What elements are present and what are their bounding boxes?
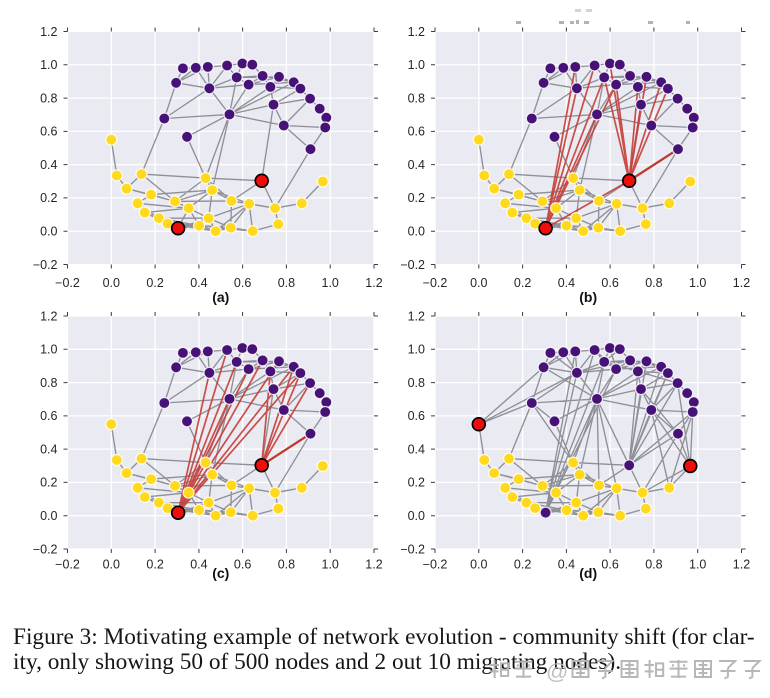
svg-text:0.0: 0.0 xyxy=(408,225,425,239)
svg-text:0.0: 0.0 xyxy=(40,509,57,523)
svg-text:0.6: 0.6 xyxy=(601,558,618,572)
svg-text:0.4: 0.4 xyxy=(40,442,57,456)
svg-text:0.8: 0.8 xyxy=(40,91,57,105)
svg-text:1.2: 1.2 xyxy=(733,558,750,572)
svg-text:0.4: 0.4 xyxy=(40,158,57,172)
svg-text:0.8: 0.8 xyxy=(278,276,295,290)
svg-text:−0.2: −0.2 xyxy=(400,542,425,556)
svg-text:0.0: 0.0 xyxy=(103,558,120,572)
svg-text:0.0: 0.0 xyxy=(103,276,120,290)
svg-text:−0.2: −0.2 xyxy=(33,542,58,556)
svg-text:−0.2: −0.2 xyxy=(55,276,80,290)
svg-text:1.0: 1.0 xyxy=(408,343,425,357)
svg-text:0.8: 0.8 xyxy=(645,558,662,572)
svg-text:0.4: 0.4 xyxy=(408,158,425,172)
svg-text:1.0: 1.0 xyxy=(322,276,339,290)
svg-text:1.2: 1.2 xyxy=(365,276,382,290)
svg-text:Figure 3: Motivating example o: Figure 3: Motivating example of network … xyxy=(13,624,755,650)
svg-text:1.2: 1.2 xyxy=(40,309,57,323)
svg-text:1.0: 1.0 xyxy=(40,58,57,72)
svg-text:(a): (a) xyxy=(212,289,229,305)
svg-text:−0.2: −0.2 xyxy=(55,558,80,572)
svg-text:0.2: 0.2 xyxy=(40,191,57,205)
svg-text:0.6: 0.6 xyxy=(40,125,57,139)
svg-text:@: @ xyxy=(546,659,568,684)
svg-text:0.0: 0.0 xyxy=(40,225,57,239)
svg-text:0.2: 0.2 xyxy=(408,191,425,205)
svg-text:0.0: 0.0 xyxy=(470,558,487,572)
svg-text:1.0: 1.0 xyxy=(689,558,706,572)
svg-text:−0.2: −0.2 xyxy=(423,558,448,572)
svg-text:0.6: 0.6 xyxy=(234,276,251,290)
svg-text:0.4: 0.4 xyxy=(190,276,207,290)
svg-text:−0.2: −0.2 xyxy=(400,258,425,272)
svg-text:0.6: 0.6 xyxy=(40,409,57,423)
svg-text:(d): (d) xyxy=(579,565,597,581)
svg-text:0.2: 0.2 xyxy=(146,276,163,290)
svg-text:0.2: 0.2 xyxy=(146,558,163,572)
svg-text:1.2: 1.2 xyxy=(733,276,750,290)
svg-text:0.0: 0.0 xyxy=(408,509,425,523)
svg-text:1.0: 1.0 xyxy=(322,558,339,572)
svg-text:0.8: 0.8 xyxy=(408,91,425,105)
svg-text:(c): (c) xyxy=(212,565,229,581)
svg-text:0.2: 0.2 xyxy=(408,476,425,490)
svg-text:1.2: 1.2 xyxy=(408,25,425,39)
svg-text:0.8: 0.8 xyxy=(645,276,662,290)
svg-text:1.2: 1.2 xyxy=(40,25,57,39)
svg-text:1.2: 1.2 xyxy=(408,309,425,323)
svg-text:1.0: 1.0 xyxy=(689,276,706,290)
svg-text:0.4: 0.4 xyxy=(558,558,575,572)
svg-text:1.0: 1.0 xyxy=(408,58,425,72)
svg-text:0.8: 0.8 xyxy=(40,376,57,390)
svg-text:0.2: 0.2 xyxy=(40,476,57,490)
svg-text:−0.2: −0.2 xyxy=(423,276,448,290)
svg-text:0.4: 0.4 xyxy=(190,558,207,572)
svg-text:0.4: 0.4 xyxy=(558,276,575,290)
svg-text:0.2: 0.2 xyxy=(514,276,531,290)
svg-text:1.2: 1.2 xyxy=(365,558,382,572)
svg-text:0.0: 0.0 xyxy=(470,276,487,290)
svg-text:0.6: 0.6 xyxy=(408,125,425,139)
svg-text:1.0: 1.0 xyxy=(40,343,57,357)
svg-text:0.8: 0.8 xyxy=(408,376,425,390)
svg-text:0.8: 0.8 xyxy=(278,558,295,572)
svg-text:0.6: 0.6 xyxy=(408,409,425,423)
svg-text:0.6: 0.6 xyxy=(601,276,618,290)
svg-text:0.2: 0.2 xyxy=(514,558,531,572)
svg-text:0.4: 0.4 xyxy=(408,442,425,456)
svg-text:(b): (b) xyxy=(579,289,597,305)
svg-text:0.6: 0.6 xyxy=(234,558,251,572)
svg-text:−0.2: −0.2 xyxy=(33,258,58,272)
